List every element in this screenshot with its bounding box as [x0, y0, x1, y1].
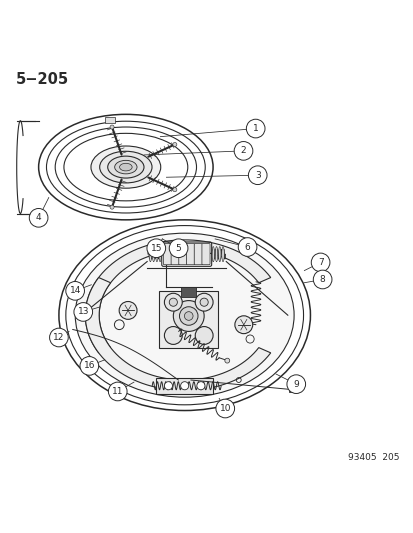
Text: 10: 10	[219, 404, 230, 413]
Circle shape	[197, 382, 204, 390]
Polygon shape	[85, 240, 270, 353]
Polygon shape	[85, 278, 270, 391]
Circle shape	[313, 270, 331, 289]
Text: 13: 13	[77, 308, 89, 317]
Text: 9: 9	[293, 379, 299, 389]
Circle shape	[234, 142, 252, 160]
Circle shape	[80, 357, 98, 375]
Circle shape	[50, 328, 68, 347]
Ellipse shape	[215, 247, 217, 262]
Circle shape	[110, 205, 114, 209]
Circle shape	[237, 238, 256, 256]
FancyBboxPatch shape	[159, 291, 218, 348]
Text: 6: 6	[244, 243, 250, 252]
Circle shape	[246, 119, 264, 138]
Circle shape	[169, 239, 188, 257]
Bar	[288, 387, 296, 392]
Circle shape	[286, 375, 305, 393]
Circle shape	[173, 301, 204, 332]
FancyBboxPatch shape	[171, 244, 179, 265]
Circle shape	[119, 302, 137, 319]
Text: 2: 2	[240, 147, 246, 156]
Circle shape	[169, 298, 177, 306]
Ellipse shape	[155, 247, 158, 262]
Ellipse shape	[59, 220, 310, 410]
Text: 5−205: 5−205	[16, 72, 69, 87]
Ellipse shape	[159, 247, 161, 262]
Circle shape	[172, 142, 176, 147]
Text: 7: 7	[317, 258, 323, 267]
Circle shape	[164, 382, 172, 390]
Ellipse shape	[91, 146, 160, 188]
Circle shape	[248, 166, 266, 184]
Circle shape	[195, 327, 213, 344]
Bar	[156, 377, 213, 394]
Circle shape	[179, 307, 197, 325]
FancyBboxPatch shape	[178, 244, 186, 265]
Ellipse shape	[114, 160, 137, 174]
Circle shape	[195, 293, 213, 311]
Ellipse shape	[221, 247, 224, 262]
Circle shape	[216, 399, 234, 418]
Text: 93405  205: 93405 205	[347, 453, 399, 462]
FancyBboxPatch shape	[186, 244, 194, 265]
Circle shape	[180, 382, 188, 390]
Text: 4: 4	[36, 213, 41, 222]
Ellipse shape	[211, 247, 214, 262]
Bar	[181, 287, 196, 297]
Ellipse shape	[75, 233, 293, 397]
Circle shape	[29, 208, 48, 227]
Circle shape	[108, 382, 127, 401]
Circle shape	[164, 327, 182, 344]
Text: 12: 12	[53, 333, 64, 342]
FancyBboxPatch shape	[194, 244, 202, 265]
FancyBboxPatch shape	[163, 244, 171, 265]
Text: 16: 16	[83, 361, 95, 370]
Text: 11: 11	[112, 387, 123, 396]
FancyBboxPatch shape	[202, 244, 209, 265]
Circle shape	[172, 188, 176, 192]
Ellipse shape	[100, 151, 152, 183]
Text: 3: 3	[254, 171, 260, 180]
Circle shape	[199, 298, 208, 306]
Ellipse shape	[107, 156, 144, 178]
Circle shape	[110, 125, 114, 129]
Circle shape	[66, 281, 84, 300]
Ellipse shape	[66, 225, 303, 405]
Circle shape	[311, 253, 329, 272]
Text: 15: 15	[150, 244, 161, 253]
Circle shape	[164, 293, 182, 311]
Text: 14: 14	[69, 286, 81, 295]
Ellipse shape	[152, 247, 154, 262]
Text: 8: 8	[319, 275, 325, 284]
Circle shape	[184, 312, 192, 320]
Circle shape	[74, 303, 93, 321]
Ellipse shape	[119, 163, 132, 171]
Bar	[105, 117, 115, 123]
Ellipse shape	[218, 247, 221, 262]
Text: 5: 5	[175, 244, 181, 253]
Circle shape	[234, 316, 252, 334]
Text: 1: 1	[252, 124, 258, 133]
Circle shape	[147, 239, 165, 257]
Ellipse shape	[149, 247, 151, 262]
Circle shape	[224, 358, 229, 363]
